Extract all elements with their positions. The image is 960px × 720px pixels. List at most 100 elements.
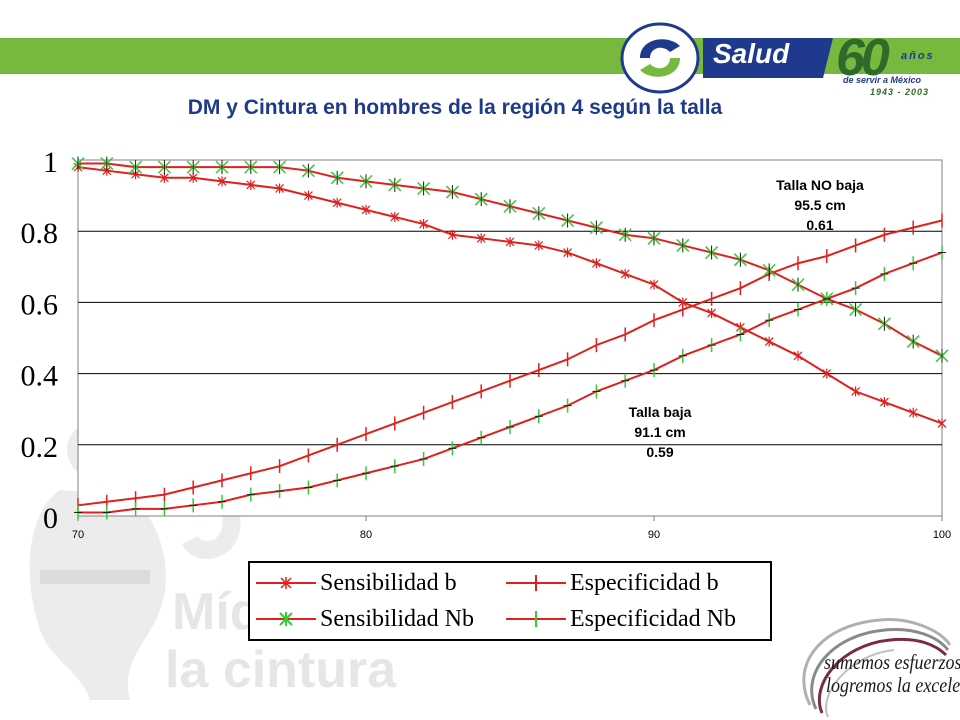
- legend-star-green-icon: [256, 612, 316, 626]
- data-point: [707, 338, 716, 353]
- data-point: [100, 156, 114, 171]
- data-point: [534, 240, 544, 251]
- data-point: [736, 327, 745, 342]
- data-point: [649, 279, 659, 290]
- legend-plus-green-icon: [506, 611, 566, 627]
- data-point: [246, 179, 256, 190]
- legend-label: Sensibilidad Nb: [320, 605, 474, 632]
- data-point: [476, 233, 486, 244]
- data-point: [765, 313, 774, 328]
- data-point: [503, 199, 517, 214]
- data-point: [794, 302, 802, 317]
- y-tick-label: 0.4: [21, 360, 59, 393]
- data-point: [474, 192, 488, 207]
- legend-star-red-icon: [256, 577, 316, 589]
- slogan-swirl-icon: [802, 618, 952, 718]
- data-point: [275, 183, 285, 194]
- x-tick-label: 100: [933, 529, 951, 541]
- data-point: [390, 211, 400, 222]
- data-point: [534, 409, 543, 424]
- legend-label: Especificidad Nb: [570, 605, 736, 632]
- data-point: [157, 160, 171, 175]
- annotation-value: 0.61: [806, 217, 834, 233]
- data-point: [532, 206, 546, 221]
- data-point: [906, 334, 920, 349]
- plot-area: [77, 159, 943, 517]
- logo-tagline: de servir a México: [843, 75, 922, 85]
- y-tick-label: 0.6: [21, 288, 59, 321]
- data-point: [188, 172, 198, 183]
- data-point: [647, 231, 661, 246]
- data-point: [733, 252, 747, 267]
- annotation-talla-baja: Talla baja 91.1 cm 0.59: [610, 402, 710, 462]
- y-tick-label: 0.8: [21, 217, 59, 250]
- data-point: [849, 302, 863, 317]
- y-tick-label: 1: [43, 146, 58, 179]
- data-point: [333, 473, 342, 488]
- data-point: [359, 174, 373, 189]
- line-chart: 0 0.2 0.4 0.6 0.8 1 70 80 90 100: [21, 146, 952, 541]
- data-point: [621, 373, 630, 388]
- data-point: [707, 308, 717, 319]
- data-point: [877, 316, 891, 331]
- data-point: [159, 172, 169, 183]
- data-point: [131, 501, 140, 516]
- data-point: [215, 160, 229, 175]
- data-point: [935, 348, 949, 363]
- data-point: [303, 190, 313, 201]
- data-point: [417, 181, 431, 196]
- data-point: [273, 160, 287, 175]
- slide-title: DM y Cintura en hombres de la región 4 s…: [187, 96, 723, 119]
- data-point: [244, 160, 258, 175]
- data-point: [705, 245, 719, 260]
- data-point: [937, 418, 947, 429]
- data-point: [189, 498, 198, 513]
- data-point: [332, 197, 342, 208]
- data-point: [506, 420, 514, 434]
- data-point: [217, 176, 227, 187]
- data-point: [618, 227, 632, 242]
- data-point: [419, 219, 429, 230]
- salud-logo: Salud 60 años de servir a México 1943 - …: [618, 20, 948, 100]
- salud-emblem-icon: [620, 22, 833, 94]
- data-point: [330, 170, 344, 185]
- data-point: [505, 236, 515, 247]
- data-point: [275, 484, 284, 499]
- data-point: [160, 501, 169, 516]
- data-point: [563, 398, 572, 413]
- data-point: [678, 348, 687, 363]
- data-point: [676, 238, 690, 253]
- data-point: [909, 256, 918, 271]
- data-point: [218, 494, 226, 509]
- data-point: [361, 204, 371, 215]
- data-point: [71, 156, 85, 171]
- logo-brand: Salud: [713, 38, 790, 69]
- data-point: [762, 263, 776, 278]
- logo-years: 1943 - 2003: [870, 87, 930, 97]
- data-point: [880, 266, 889, 281]
- data-point: [445, 185, 459, 200]
- legend-item-especificidad-nb: Especificidad Nb: [506, 601, 736, 637]
- data-point: [851, 281, 860, 296]
- data-point: [419, 452, 428, 467]
- data-point: [388, 177, 402, 192]
- data-point: [447, 229, 457, 240]
- data-point: [477, 430, 486, 445]
- x-tick-label: 90: [648, 529, 660, 541]
- annotation-value: 0.59: [646, 444, 674, 460]
- annotation-cm: 91.1 cm: [634, 424, 686, 440]
- data-point: [879, 397, 889, 408]
- data-point: [448, 441, 457, 456]
- data-point: [908, 407, 918, 418]
- legend-item-sensibilidad-nb: Sensibilidad Nb: [256, 601, 474, 637]
- chart-legend: Sensibilidad b Especificidad b Sensibili…: [248, 561, 772, 641]
- data-point: [561, 213, 575, 228]
- data-point: [129, 160, 143, 175]
- logo-anniversary: 60: [836, 29, 890, 87]
- data-point: [362, 466, 370, 481]
- y-tick-label: 0.2: [21, 431, 59, 464]
- slogan-line2: logremos la excelencia...: [826, 673, 960, 697]
- annotation-label: Talla baja: [628, 404, 692, 420]
- legend-label: Especificidad b: [570, 569, 719, 596]
- data-point: [822, 291, 831, 306]
